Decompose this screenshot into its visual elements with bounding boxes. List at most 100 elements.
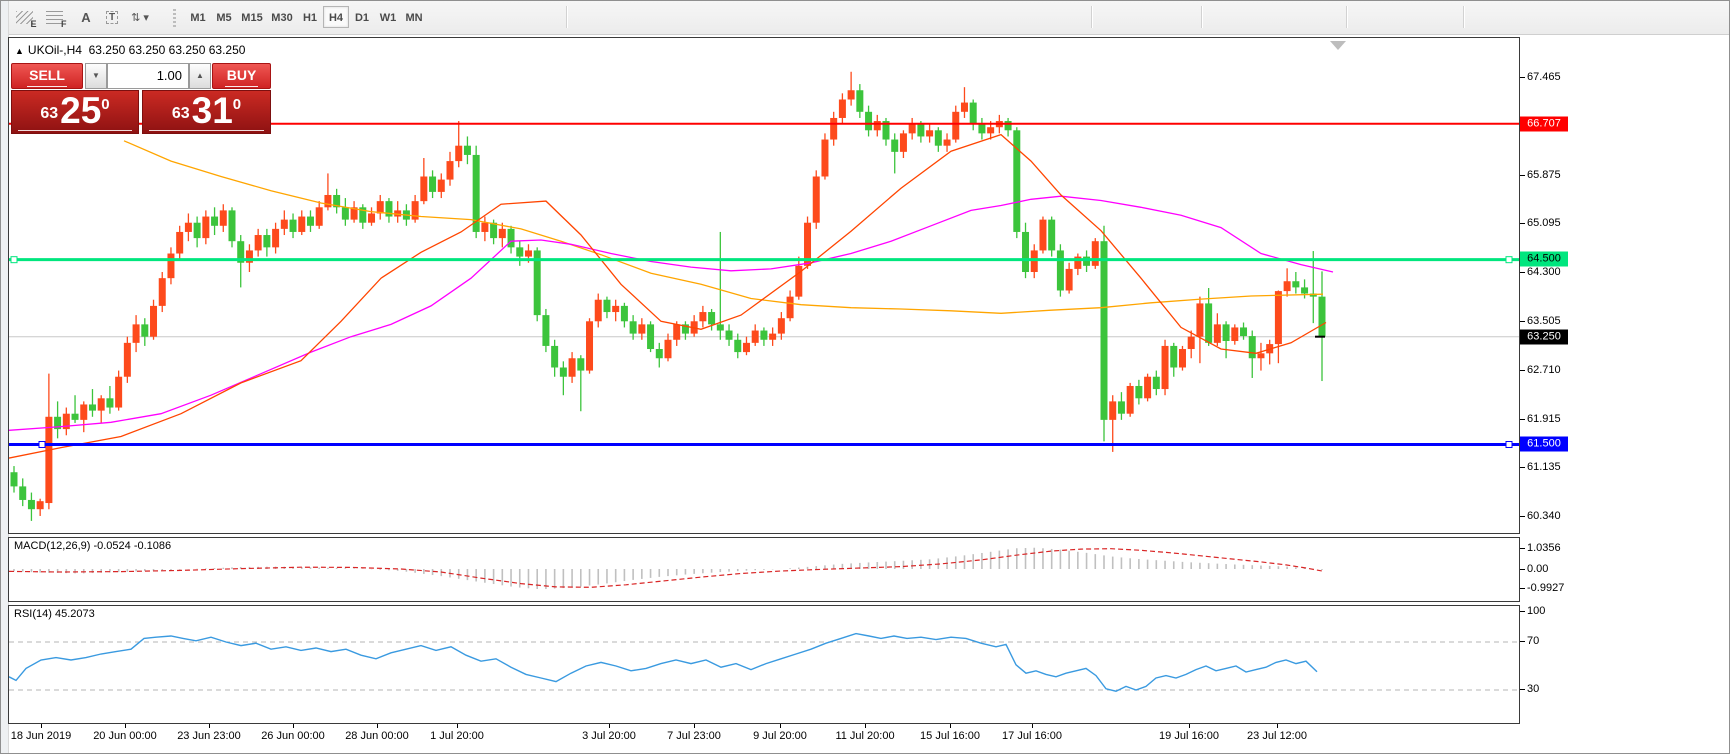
time-tick xyxy=(1189,724,1190,728)
text-tool-button[interactable]: A xyxy=(81,9,91,25)
candle-body xyxy=(716,324,724,331)
toolbar-separator xyxy=(1201,6,1203,28)
candle-body xyxy=(821,139,829,177)
sell-button[interactable]: SELL xyxy=(11,63,83,89)
candle-body xyxy=(27,499,35,510)
price-tick xyxy=(1520,467,1525,468)
candle-body xyxy=(699,312,707,322)
price-tick xyxy=(1520,516,1525,517)
candle-body xyxy=(1187,336,1195,350)
macd-panel[interactable] xyxy=(8,537,1520,602)
candle-body xyxy=(1292,281,1300,288)
line-handle[interactable] xyxy=(10,256,18,264)
price-tick-label: 67.465 xyxy=(1527,71,1561,83)
volume-decrease-button[interactable]: ▼ xyxy=(85,63,107,89)
ma-mid-magenta[interactable] xyxy=(9,195,1334,431)
sell-price-sup: 0 xyxy=(101,96,110,113)
candle-body xyxy=(237,241,245,263)
candlestick-chart[interactable] xyxy=(9,38,1519,533)
buy-price-box[interactable]: 63 31 0 xyxy=(142,90,271,134)
macd-scale-label: 1.0356 xyxy=(1527,542,1561,554)
line-handle[interactable] xyxy=(1505,441,1513,449)
equidistant-channel-tool-button[interactable]: E xyxy=(11,5,37,29)
rsi-line xyxy=(9,632,1318,692)
line-handle[interactable] xyxy=(1505,256,1513,264)
candle-body xyxy=(446,161,454,180)
candle-body xyxy=(211,216,219,226)
ma-slow-orange[interactable] xyxy=(123,140,1324,314)
candle-body xyxy=(1144,376,1152,399)
timeframe-h1[interactable]: H1 xyxy=(302,12,318,24)
timeframe-d1[interactable]: D1 xyxy=(354,12,370,24)
line-handle[interactable] xyxy=(38,441,46,449)
time-tick xyxy=(41,724,42,728)
price-tick xyxy=(1520,419,1525,420)
candle-body xyxy=(1056,250,1064,291)
buy-price-big: 31 xyxy=(191,90,233,131)
chart-shift-marker-icon[interactable] xyxy=(1330,41,1346,50)
candle-body xyxy=(586,321,594,371)
candle-body xyxy=(1100,241,1108,420)
timeframe-mn[interactable]: MN xyxy=(405,12,423,24)
candle-body xyxy=(472,154,480,232)
candle-body xyxy=(960,102,968,112)
candle-body xyxy=(88,404,96,411)
candle-body xyxy=(298,216,306,232)
macd-signal-line xyxy=(9,548,1324,588)
time-label: 11 Jul 20:00 xyxy=(835,730,895,742)
sell-price-small: 63 xyxy=(40,105,59,122)
candle-body xyxy=(324,194,332,208)
candle-body xyxy=(1065,268,1073,291)
candle-body xyxy=(376,201,384,214)
candle-body xyxy=(1301,287,1309,294)
time-label: 28 Jun 00:00 xyxy=(345,730,409,742)
macd-tick xyxy=(1520,548,1525,549)
sell-price-box[interactable]: 63 25 0 xyxy=(11,90,139,134)
timeframe-h4[interactable]: H4 xyxy=(323,6,349,28)
buy-button[interactable]: BUY xyxy=(212,63,271,89)
price-tick xyxy=(1520,175,1525,176)
macd-chart[interactable] xyxy=(9,538,1519,601)
rsi-panel[interactable] xyxy=(8,605,1520,724)
volume-increase-button[interactable]: ▲ xyxy=(189,63,211,89)
time-label: 23 Jun 23:00 xyxy=(177,730,241,742)
candle-body xyxy=(36,501,44,510)
candle-body xyxy=(795,265,803,297)
fibonacci-tool-button[interactable]: F xyxy=(41,5,67,29)
candle-body xyxy=(1222,324,1230,342)
arrows-tool-button[interactable]: ⇅ ▾ xyxy=(131,11,149,24)
time-tick xyxy=(377,724,378,728)
candle-body xyxy=(385,201,393,217)
price-tick-label: 62.710 xyxy=(1527,364,1561,376)
timeframe-m15[interactable]: M15 xyxy=(241,12,263,24)
candle-body xyxy=(106,398,114,408)
candle-body xyxy=(394,210,402,217)
volume-input[interactable]: 1.00 xyxy=(107,63,189,89)
timeframe-w1[interactable]: W1 xyxy=(379,12,397,24)
toolbar-separator xyxy=(1091,6,1093,28)
candle-body xyxy=(368,213,376,223)
candle-body xyxy=(481,222,489,232)
timeframe-m30[interactable]: M30 xyxy=(271,12,293,24)
candle-body xyxy=(1135,385,1143,399)
candle-body xyxy=(542,315,550,346)
candle-body xyxy=(272,228,280,248)
rsi-scale-label: 100 xyxy=(1527,605,1546,617)
toolbar-separator xyxy=(1463,6,1465,28)
timeframe-m1[interactable]: M1 xyxy=(190,12,206,24)
candle-body xyxy=(54,416,62,430)
ma-fast-orangered[interactable] xyxy=(9,133,1327,459)
candle-body xyxy=(437,179,445,192)
candle-body xyxy=(420,176,428,202)
text-label-tool-button[interactable]: T xyxy=(99,5,125,29)
candle-body xyxy=(568,358,576,377)
toolbar-grip[interactable] xyxy=(173,7,176,27)
candle-body xyxy=(708,312,716,325)
candle-body xyxy=(1074,256,1082,269)
timeframe-m5[interactable]: M5 xyxy=(216,12,232,24)
rsi-chart[interactable] xyxy=(9,606,1519,723)
candles xyxy=(10,71,1326,521)
price-tag: 66.707 xyxy=(1520,116,1568,132)
candle-body xyxy=(97,398,105,411)
